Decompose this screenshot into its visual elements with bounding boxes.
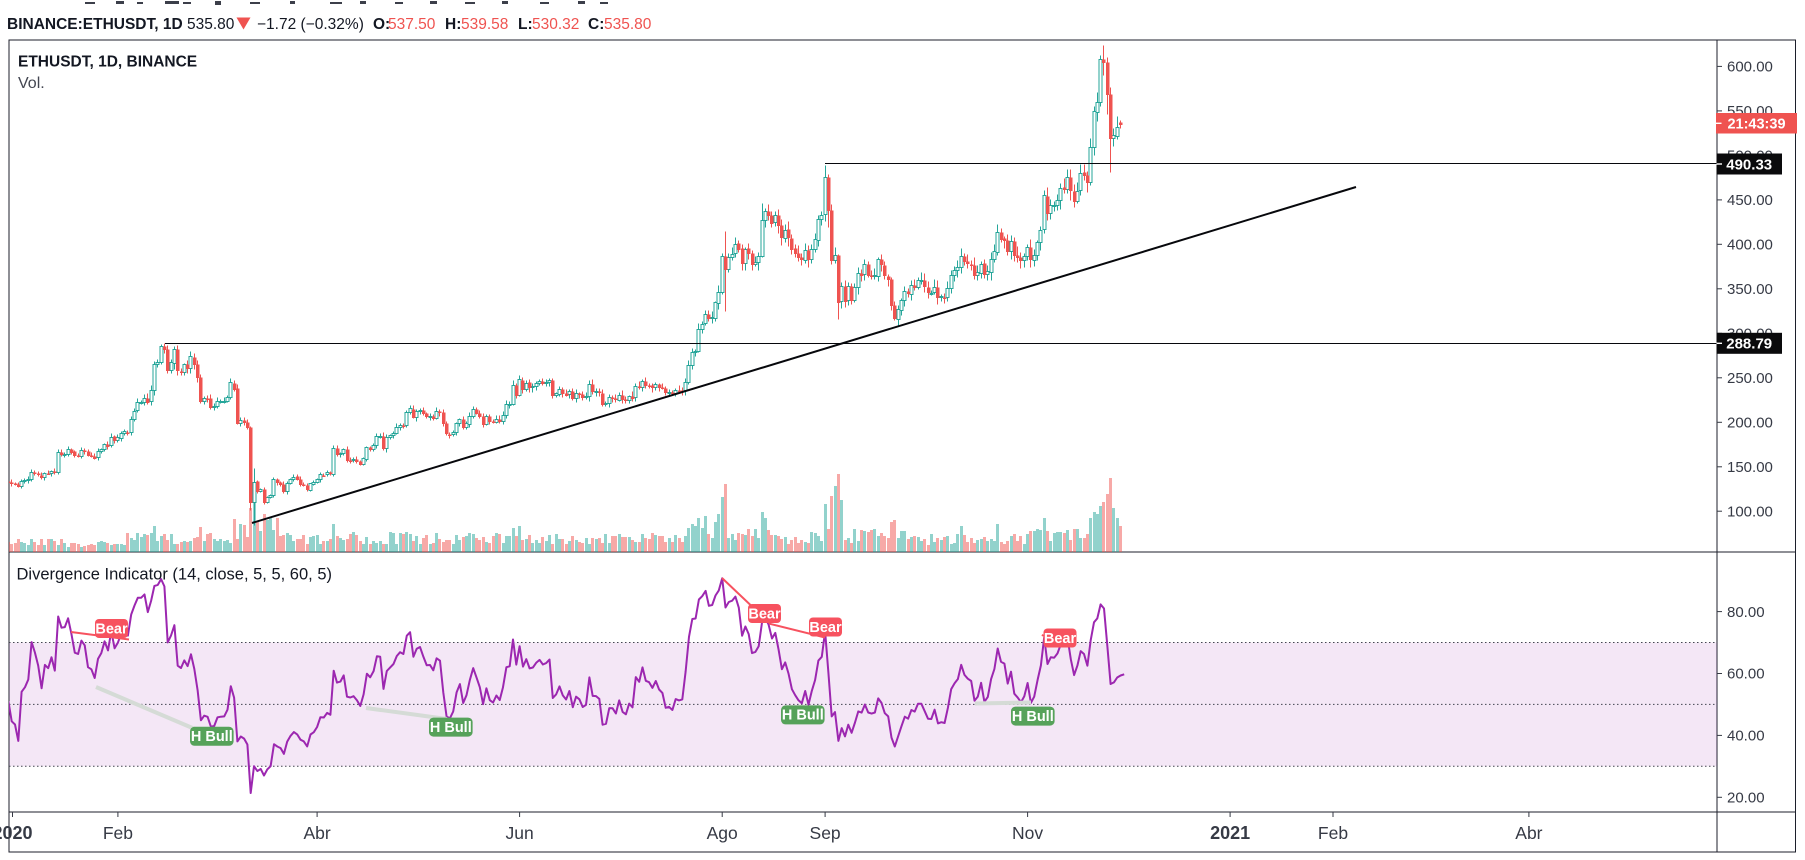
svg-text:250.00: 250.00 <box>1727 370 1773 387</box>
svg-text:H Bull: H Bull <box>1012 709 1054 725</box>
svg-text:100.00: 100.00 <box>1727 503 1773 520</box>
svg-text:200.00: 200.00 <box>1727 415 1773 432</box>
svg-text:21:43:39: 21:43:39 <box>1727 116 1785 132</box>
svg-text:2020: 2020 <box>0 823 33 843</box>
svg-text:H:: H: <box>445 16 461 33</box>
svg-text:535.80: 535.80 <box>604 16 652 33</box>
svg-text:Abr: Abr <box>303 823 330 843</box>
svg-text:L:: L: <box>518 16 533 33</box>
svg-text:150.00: 150.00 <box>1727 459 1773 476</box>
svg-text:535.80: 535.80 <box>187 16 235 33</box>
svg-text:Ago: Ago <box>707 823 738 843</box>
svg-text:H Bull: H Bull <box>782 708 824 724</box>
svg-text:Nov: Nov <box>1012 823 1043 843</box>
svg-text:Bear: Bear <box>748 606 781 622</box>
svg-text:2021: 2021 <box>1210 823 1250 843</box>
svg-text:ETHUSDT, 1D, BINANCE: ETHUSDT, 1D, BINANCE <box>18 54 197 71</box>
svg-text:Feb: Feb <box>1318 823 1348 843</box>
svg-text:−1.72 (−0.32%): −1.72 (−0.32%) <box>257 16 364 33</box>
svg-text:450.00: 450.00 <box>1727 192 1773 209</box>
svg-text:350.00: 350.00 <box>1727 281 1773 298</box>
svg-text:539.58: 539.58 <box>461 16 508 33</box>
svg-text:60.00: 60.00 <box>1727 666 1765 683</box>
svg-text:490.33: 490.33 <box>1726 156 1772 173</box>
svg-text:Sep: Sep <box>810 823 841 843</box>
svg-text:600.00: 600.00 <box>1727 59 1773 76</box>
svg-text:Vol.: Vol. <box>18 75 45 92</box>
svg-text:Abr: Abr <box>1515 823 1542 843</box>
svg-text:400.00: 400.00 <box>1727 237 1773 254</box>
svg-text:40.00: 40.00 <box>1727 728 1765 745</box>
svg-text:Bear: Bear <box>1044 631 1077 647</box>
svg-text:H Bull: H Bull <box>191 729 233 745</box>
svg-text:BINANCE:ETHUSDT, 1D: BINANCE:ETHUSDT, 1D <box>7 16 183 33</box>
svg-text:20.00: 20.00 <box>1727 790 1765 807</box>
svg-text:O:: O: <box>373 16 390 33</box>
svg-text:537.50: 537.50 <box>388 16 436 33</box>
svg-text:80.00: 80.00 <box>1727 604 1765 621</box>
svg-text:Jun: Jun <box>505 823 533 843</box>
svg-text:H Bull: H Bull <box>430 720 472 736</box>
svg-text:C:: C: <box>588 16 604 33</box>
svg-text:288.79: 288.79 <box>1726 336 1772 353</box>
svg-text:530.32: 530.32 <box>532 16 579 33</box>
svg-text:Divergence Indicator (14, clos: Divergence Indicator (14, close, 5, 5, 6… <box>17 566 333 584</box>
svg-text:Bear: Bear <box>809 620 842 636</box>
svg-text:Bear: Bear <box>95 621 128 637</box>
svg-text:Feb: Feb <box>103 823 133 843</box>
